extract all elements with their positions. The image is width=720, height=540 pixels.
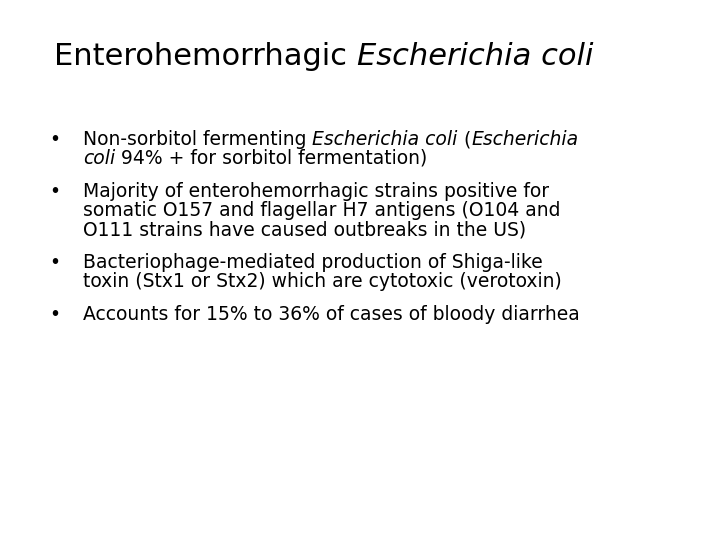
- Text: somatic O157 and flagellar H7 antigens (O104 and: somatic O157 and flagellar H7 antigens (…: [83, 201, 560, 220]
- Text: •: •: [49, 130, 60, 149]
- Text: •: •: [49, 253, 60, 272]
- Text: Enterohemorrhagic: Enterohemorrhagic: [54, 42, 356, 71]
- Text: •: •: [49, 305, 60, 324]
- Text: Bacteriophage-mediated production of Shiga-like: Bacteriophage-mediated production of Shi…: [83, 253, 543, 272]
- Text: toxin (Stx1 or Stx2) which are cytotoxic (verotoxin): toxin (Stx1 or Stx2) which are cytotoxic…: [83, 272, 562, 291]
- Text: •: •: [49, 182, 60, 201]
- Text: Accounts for 15% to 36% of cases of bloody diarrhea: Accounts for 15% to 36% of cases of bloo…: [83, 305, 580, 324]
- Text: Majority of enterohemorrhagic strains positive for: Majority of enterohemorrhagic strains po…: [83, 182, 549, 201]
- Text: Escherichia coli: Escherichia coli: [312, 130, 458, 149]
- Text: Escherichia coli: Escherichia coli: [356, 42, 593, 71]
- Text: O111 strains have caused outbreaks in the US): O111 strains have caused outbreaks in th…: [83, 220, 526, 239]
- Text: Escherichia: Escherichia: [471, 130, 578, 149]
- Text: (: (: [458, 130, 471, 149]
- Text: Non-sorbitol fermenting: Non-sorbitol fermenting: [83, 130, 312, 149]
- Text: coli: coli: [83, 149, 115, 168]
- Text: 94% + for sorbitol fermentation): 94% + for sorbitol fermentation): [115, 149, 427, 168]
